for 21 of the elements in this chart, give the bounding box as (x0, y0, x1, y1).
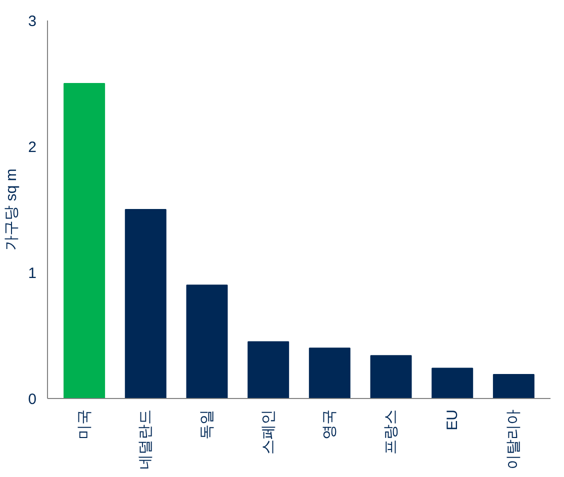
bar (308, 348, 350, 398)
x-tick-label: 미국 (76, 410, 93, 440)
bar (370, 355, 412, 398)
x-tick-label: 영국 (321, 410, 338, 440)
x-tick-label: 스페인 (260, 410, 277, 454)
bar (248, 341, 290, 398)
y-tick-label: 1 (28, 265, 36, 282)
x-tick-label: EU (444, 409, 461, 430)
y-tick-label: 0 (28, 391, 36, 408)
bar (432, 368, 474, 398)
bar (124, 209, 166, 398)
x-tick-label: 프랑스 (382, 410, 400, 454)
y-tick-label: 2 (28, 139, 36, 156)
bar (186, 284, 228, 398)
bar (64, 83, 106, 398)
x-tick-label: 독일 (198, 410, 216, 440)
y-tick-label: 3 (28, 13, 36, 30)
bar (492, 374, 534, 398)
x-tick-label: 이탈리아 (505, 410, 522, 470)
x-tick-label: 네덜란드 (137, 410, 154, 470)
y-axis-title: 가구당 sq m (3, 168, 20, 250)
